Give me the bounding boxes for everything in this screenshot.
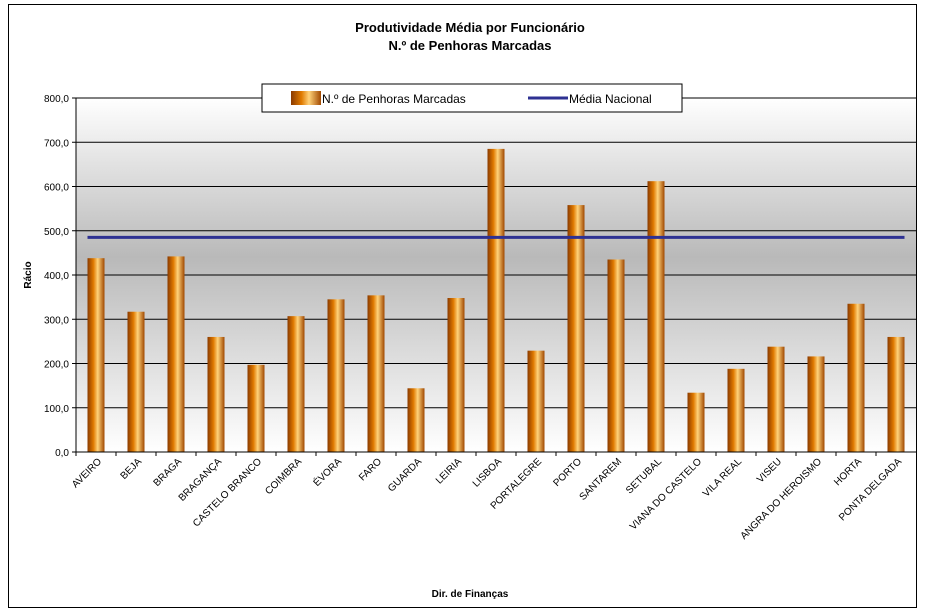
bar [327,299,345,452]
bars-group [87,148,905,452]
bar [407,388,425,452]
bar [287,316,305,452]
y-axis-ticks: 0,0 100,0 200,0 300,0 400,0 500,0 600,0 700,0 80… [44,94,76,459]
legend-bar-swatch [291,91,321,105]
x-tick-label: HORTA [832,456,864,488]
y-tick-label: 500,0 [44,227,69,238]
bar [727,368,745,452]
y-tick-label: 200,0 [44,360,69,371]
y-tick-label: 100,0 [44,404,69,415]
legend-line-label: Média Nacional [569,92,652,106]
x-tick-label: COIMBRA [263,456,304,497]
x-tick-label: BRAGA [152,456,185,489]
bar [167,256,185,452]
x-tick-label: AVEIRO [70,456,104,490]
x-tick-label: SETUBAL [624,456,664,496]
legend: N.º de Penhoras Marcadas Média Nacional [261,83,683,113]
x-tick-label: VISEU [755,456,784,485]
bar [487,148,505,452]
bar [447,298,465,452]
bar [647,181,665,452]
chart-title: Produtividade Média por Funcionário [355,20,585,35]
bar [887,336,905,452]
x-tick-label: ANGRA DO HEROISMO [739,456,825,542]
bar [127,311,145,452]
bar [247,364,265,452]
x-axis-label: Dir. de Finanças [432,589,509,600]
x-tick-label: GUARDA [386,456,424,494]
x-tick-label: VIANA DO CASTELO [628,456,704,532]
bar [207,336,225,452]
bar [607,259,625,452]
y-tick-label: 700,0 [44,138,69,149]
x-tick-label: SANTAREM [578,456,625,503]
x-tick-label: VILA REAL [701,456,744,499]
bar [567,205,585,452]
y-tick-label: 600,0 [44,183,69,194]
x-tick-label: FARO [357,456,384,483]
bar [847,303,865,452]
y-tick-label: 0,0 [55,448,69,459]
legend-box [261,83,683,113]
x-tick-label: PORTO [551,456,584,489]
x-tick-label: CASTELO BRANCO [191,456,264,529]
x-tick-label: ÉVORA [310,455,344,489]
bar [687,392,705,452]
legend-bar-label: N.º de Penhoras Marcadas [322,92,466,106]
bar [527,350,545,452]
y-tick-label: 800,0 [44,94,69,105]
bar [767,346,785,452]
x-tick-label: LISBOA [471,456,505,490]
y-tick-label: 300,0 [44,315,69,326]
y-axis-label: Rácio [23,261,34,288]
chart-subtitle: N.º de Penhoras Marcadas [389,38,552,53]
x-tick-label: LEIRIA [434,456,464,486]
bar [87,258,105,452]
bar [367,295,385,452]
y-tick-label: 400,0 [44,271,69,282]
x-tick-label: BEJA [119,456,145,482]
bar [807,356,825,452]
